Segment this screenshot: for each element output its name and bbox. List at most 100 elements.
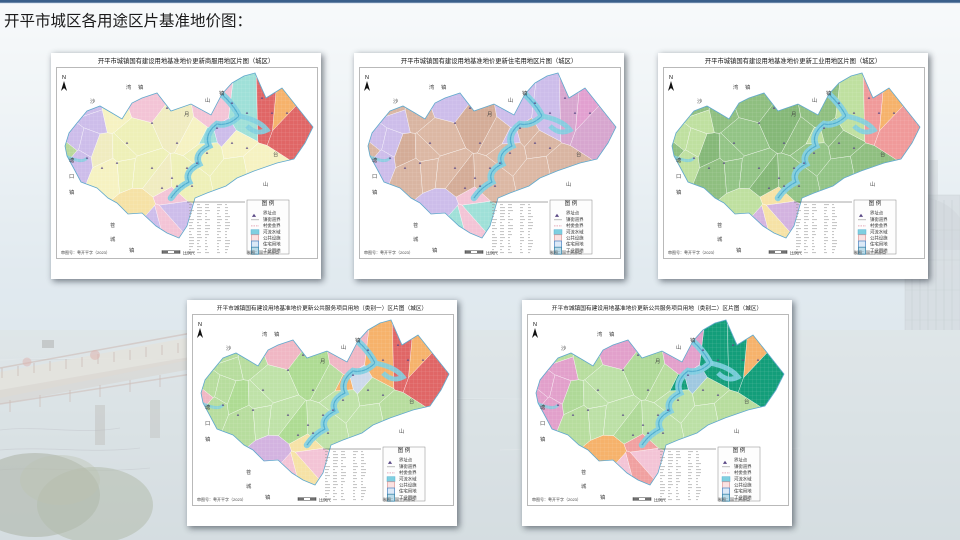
svg-text:图 例: 图 例 bbox=[733, 446, 746, 454]
svg-text:公共设施: 公共设施 bbox=[566, 235, 584, 242]
svg-text:河流水域: 河流水域 bbox=[734, 475, 752, 482]
svg-text:镇: 镇 bbox=[274, 330, 280, 338]
svg-text:镇: 镇 bbox=[600, 493, 606, 501]
svg-text:镇: 镇 bbox=[129, 246, 135, 254]
svg-text:城: 城 bbox=[581, 483, 587, 490]
svg-text:台: 台 bbox=[273, 150, 278, 158]
svg-text:城: 城 bbox=[246, 483, 252, 490]
svg-text:口: 口 bbox=[372, 173, 377, 180]
svg-text:台: 台 bbox=[409, 397, 414, 405]
svg-text:镇: 镇 bbox=[522, 89, 528, 97]
svg-text:苍: 苍 bbox=[110, 221, 116, 229]
svg-text:镇街道界: 镇街道界 bbox=[734, 463, 752, 470]
svg-text:N: N bbox=[62, 75, 66, 81]
svg-text:山: 山 bbox=[508, 96, 513, 104]
svg-text:山: 山 bbox=[205, 96, 210, 104]
svg-text:苍: 苍 bbox=[413, 221, 419, 229]
svg-text:湾: 湾 bbox=[733, 83, 739, 91]
svg-text:月: 月 bbox=[184, 111, 189, 118]
svg-text:塘: 塘 bbox=[676, 156, 682, 164]
svg-text:镇: 镇 bbox=[205, 435, 211, 443]
svg-text:苍: 苍 bbox=[246, 468, 252, 476]
svg-text:N: N bbox=[198, 322, 202, 328]
svg-text:住宅用地: 住宅用地 bbox=[263, 241, 281, 248]
svg-text:镇: 镇 bbox=[826, 89, 832, 97]
svg-text:台: 台 bbox=[744, 397, 749, 405]
svg-text:镇: 镇 bbox=[69, 188, 75, 196]
svg-text:沙: 沙 bbox=[226, 346, 232, 352]
svg-text:图 例: 图 例 bbox=[398, 446, 411, 454]
svg-text:村委会界: 村委会界 bbox=[566, 222, 584, 229]
svg-text:审图号：粤开平字（2023）: 审图号：粤开平字（2023） bbox=[61, 249, 110, 255]
svg-text:沙: 沙 bbox=[697, 99, 703, 105]
svg-text:城: 城 bbox=[717, 236, 723, 243]
svg-text:比例尺: 比例尺 bbox=[486, 250, 498, 256]
svg-text:界址点: 界址点 bbox=[870, 210, 884, 217]
svg-text:镇: 镇 bbox=[676, 188, 682, 196]
svg-text:村委会界: 村委会界 bbox=[870, 222, 888, 229]
svg-text:苍: 苍 bbox=[717, 221, 723, 229]
svg-text:城: 城 bbox=[110, 236, 116, 243]
svg-text:塘: 塘 bbox=[205, 403, 211, 411]
svg-text:界址点: 界址点 bbox=[734, 457, 748, 464]
svg-text:山: 山 bbox=[870, 180, 875, 188]
svg-text:河流水域: 河流水域 bbox=[870, 228, 888, 235]
svg-text:住宅用地: 住宅用地 bbox=[399, 488, 417, 495]
svg-text:月: 月 bbox=[655, 358, 660, 365]
svg-text:审图号：粤开平字（2023）: 审图号：粤开平字（2023） bbox=[197, 496, 246, 502]
svg-text:山: 山 bbox=[263, 180, 268, 188]
svg-text:N: N bbox=[365, 75, 369, 81]
svg-text:山: 山 bbox=[341, 343, 346, 351]
svg-text:公共设施: 公共设施 bbox=[870, 235, 888, 242]
svg-text:镇: 镇 bbox=[355, 336, 361, 344]
svg-text:塘: 塘 bbox=[540, 403, 546, 411]
svg-text:制图：国土资源局: 制图：国土资源局 bbox=[854, 249, 886, 255]
svg-text:沙: 沙 bbox=[561, 346, 567, 352]
svg-text:审图号：粤开平字（2023）: 审图号：粤开平字（2023） bbox=[668, 249, 717, 255]
svg-text:图 例: 图 例 bbox=[869, 199, 882, 207]
svg-text:台: 台 bbox=[576, 150, 581, 158]
svg-text:月: 月 bbox=[791, 111, 796, 118]
svg-text:审图号：粤开平字（2023）: 审图号：粤开平字（2023） bbox=[364, 249, 413, 255]
svg-text:比例尺: 比例尺 bbox=[654, 497, 666, 503]
svg-text:镇: 镇 bbox=[736, 246, 742, 254]
svg-text:村委会界: 村委会界 bbox=[399, 469, 417, 476]
svg-text:审图号：粤开平字（2023）: 审图号：粤开平字（2023） bbox=[532, 496, 581, 502]
svg-text:界址点: 界址点 bbox=[566, 210, 580, 217]
svg-text:镇街道界: 镇街道界 bbox=[399, 463, 417, 470]
svg-text:比例尺: 比例尺 bbox=[183, 250, 195, 256]
svg-text:图 例: 图 例 bbox=[262, 199, 275, 207]
svg-text:城: 城 bbox=[413, 236, 419, 243]
svg-text:山: 山 bbox=[676, 343, 681, 351]
svg-text:镇: 镇 bbox=[219, 89, 225, 97]
svg-text:沙: 沙 bbox=[393, 99, 399, 105]
svg-text:沙: 沙 bbox=[90, 99, 96, 105]
svg-text:月: 月 bbox=[487, 111, 492, 118]
svg-text:月: 月 bbox=[320, 358, 325, 365]
svg-text:公共设施: 公共设施 bbox=[399, 482, 417, 489]
svg-text:住宅用地: 住宅用地 bbox=[870, 241, 888, 248]
svg-text:制图：国土资源局: 制图：国土资源局 bbox=[247, 249, 279, 255]
svg-text:N: N bbox=[669, 75, 673, 81]
svg-text:镇: 镇 bbox=[372, 188, 378, 196]
svg-text:住宅用地: 住宅用地 bbox=[734, 488, 752, 495]
svg-text:口: 口 bbox=[540, 420, 545, 427]
svg-text:塘: 塘 bbox=[372, 156, 378, 164]
svg-text:口: 口 bbox=[676, 173, 681, 180]
svg-text:镇: 镇 bbox=[745, 83, 751, 91]
svg-text:山: 山 bbox=[399, 427, 404, 435]
svg-text:镇街道界: 镇街道界 bbox=[566, 216, 584, 223]
svg-text:镇街道界: 镇街道界 bbox=[870, 216, 888, 223]
svg-text:图 例: 图 例 bbox=[565, 199, 578, 207]
svg-text:河流水域: 河流水域 bbox=[263, 228, 281, 235]
svg-text:制图：国土资源局: 制图：国土资源局 bbox=[550, 249, 582, 255]
svg-text:镇: 镇 bbox=[265, 493, 271, 501]
svg-text:制图：国土资源局: 制图：国土资源局 bbox=[718, 496, 750, 502]
svg-text:住宅用地: 住宅用地 bbox=[566, 241, 584, 248]
svg-text:界址点: 界址点 bbox=[263, 210, 277, 217]
svg-text:镇: 镇 bbox=[138, 83, 144, 91]
svg-text:镇: 镇 bbox=[441, 83, 447, 91]
svg-text:山: 山 bbox=[734, 427, 739, 435]
svg-text:台: 台 bbox=[880, 150, 885, 158]
svg-text:湾: 湾 bbox=[126, 83, 132, 91]
